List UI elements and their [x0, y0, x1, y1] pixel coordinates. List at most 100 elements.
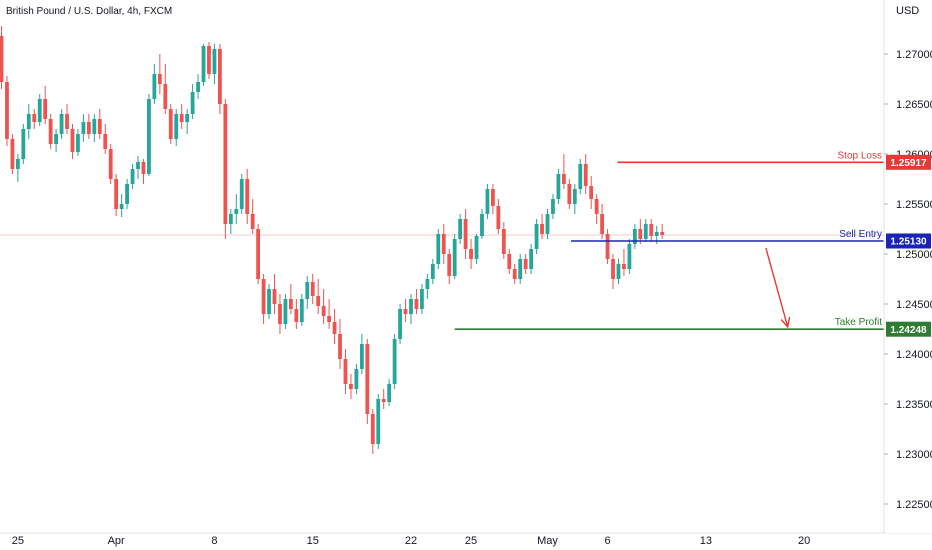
candle-body — [392, 339, 397, 384]
candle — [141, 159, 146, 184]
time-tick-label: 22 — [405, 535, 417, 547]
candle — [147, 94, 151, 176]
candle — [288, 284, 293, 314]
price-axis-background[interactable] — [885, 0, 932, 533]
candle — [649, 219, 654, 242]
candle-body — [316, 296, 321, 306]
candle — [26, 104, 31, 139]
candle — [600, 204, 604, 239]
candle — [261, 274, 266, 324]
candle-body — [278, 304, 282, 324]
candle-body — [327, 316, 331, 322]
candle — [125, 179, 129, 209]
candle — [136, 156, 140, 179]
candle — [81, 114, 86, 142]
candle-body — [218, 49, 222, 104]
target-arrow-head — [780, 317, 791, 329]
candle — [218, 44, 222, 114]
candle — [174, 109, 179, 146]
candle-body — [168, 109, 173, 139]
candle-body — [551, 199, 555, 214]
candle — [605, 229, 610, 264]
candle-body — [496, 206, 501, 229]
candle-body — [332, 322, 337, 334]
candle-body — [616, 264, 621, 279]
candle — [496, 199, 501, 234]
level-price-badges: 1.25917 1.25130 1.24248 — [886, 154, 931, 337]
candle-body — [480, 214, 484, 236]
candle — [108, 144, 113, 184]
candle-body — [0, 36, 4, 82]
candle — [310, 274, 315, 304]
candle-body — [32, 114, 37, 122]
candle — [349, 374, 353, 399]
candle — [267, 284, 271, 319]
candle — [518, 254, 523, 284]
candle — [485, 184, 490, 219]
candle — [480, 209, 484, 239]
candle — [343, 349, 348, 394]
candle — [207, 42, 211, 79]
candle — [234, 194, 239, 224]
candle — [338, 319, 342, 369]
candle — [556, 169, 561, 204]
candle-body — [638, 229, 643, 239]
candle — [403, 299, 408, 322]
candle — [114, 174, 119, 216]
time-axis-background[interactable] — [0, 534, 884, 550]
candle-body — [414, 299, 419, 309]
candle-body — [59, 114, 64, 134]
candle-body — [119, 204, 124, 209]
candle-body — [561, 174, 566, 184]
candle — [452, 234, 457, 279]
candle-body — [387, 384, 392, 402]
candle-body — [54, 134, 58, 144]
candle-body — [463, 219, 468, 249]
candle — [130, 164, 135, 189]
candle-body — [136, 162, 140, 169]
candle-body — [26, 114, 31, 129]
candle-body — [81, 122, 86, 134]
candle-body — [469, 249, 473, 259]
stop-loss-price-badge-text: 1.25917 — [890, 158, 927, 169]
candle — [239, 174, 244, 214]
candle — [376, 394, 381, 449]
candle-body — [261, 279, 266, 314]
candle-body — [354, 369, 359, 389]
candle-body — [660, 232, 665, 235]
candle — [119, 194, 124, 217]
candle — [48, 114, 53, 149]
candle-body — [605, 234, 610, 259]
candle-body — [578, 164, 583, 189]
candle-body — [600, 214, 604, 234]
candle-body — [43, 99, 48, 119]
candle-body — [376, 399, 381, 444]
levels-group: Stop Loss Sell Entry Take Profit — [454, 150, 884, 331]
take-profit-price-badge — [886, 321, 931, 337]
candle — [76, 129, 80, 156]
price-tick-label: 1.23000 — [896, 449, 932, 461]
candle-body — [518, 259, 523, 279]
candle-body — [103, 134, 108, 149]
candle — [567, 179, 572, 209]
candle-body — [567, 184, 572, 204]
candle-body — [583, 164, 588, 186]
candle — [190, 84, 195, 119]
candle-body — [223, 104, 228, 224]
candle — [32, 109, 37, 129]
candle-body — [627, 244, 632, 269]
candle — [365, 339, 370, 424]
candle — [370, 409, 375, 454]
candle-body — [441, 234, 446, 254]
candle-body — [234, 209, 239, 214]
candle — [632, 224, 637, 249]
candle — [152, 64, 157, 104]
candle-body — [92, 119, 97, 134]
candle-body — [425, 279, 430, 289]
candle-body — [523, 259, 528, 269]
candle-body — [512, 269, 517, 279]
candle-body — [474, 236, 479, 259]
candle — [474, 234, 479, 264]
candle-body — [185, 114, 190, 122]
